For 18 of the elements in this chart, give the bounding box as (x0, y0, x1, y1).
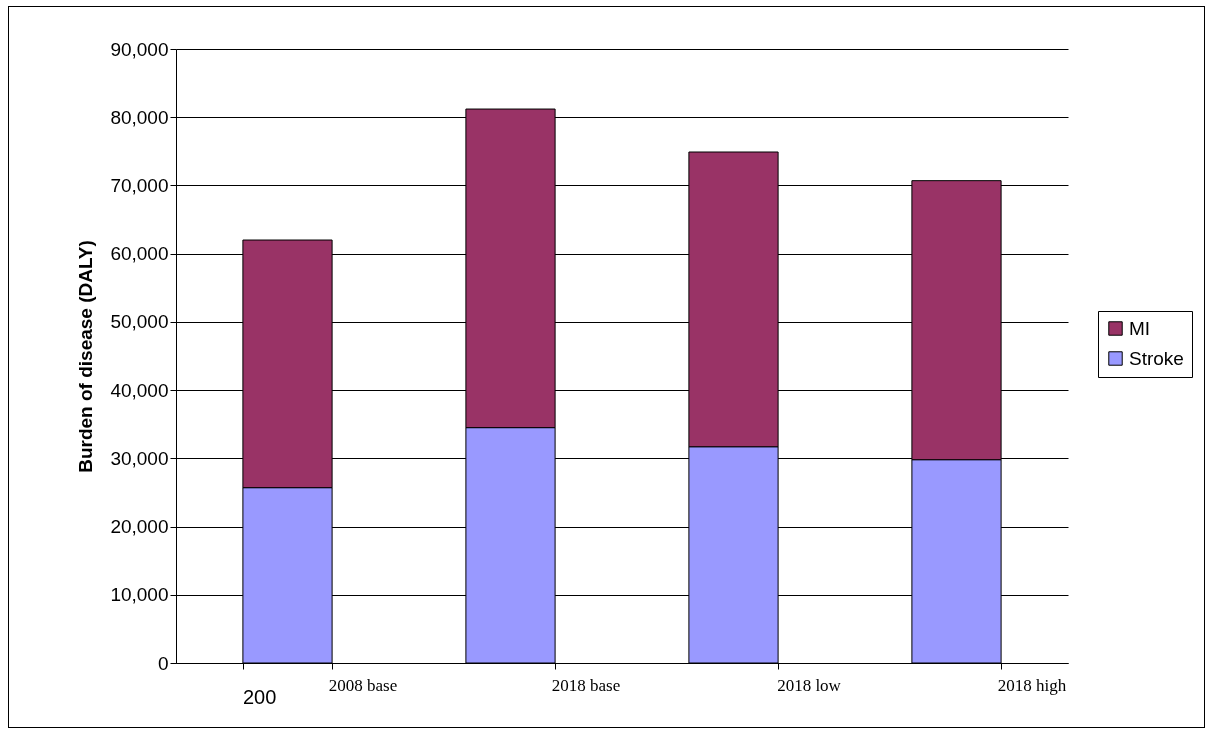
x-tick-label: 2018 base (551, 675, 621, 695)
y-tick-label: 30,000 (110, 447, 169, 469)
y-tick-label: 40,000 (110, 379, 169, 401)
y-tick-label: 70,000 (110, 174, 169, 196)
y-tick-label: 50,000 (110, 311, 169, 333)
x-tick-label: 2018 high (997, 675, 1067, 695)
y-tick-label: 10,000 (110, 584, 169, 606)
y-tick-label: 20,000 (110, 516, 169, 538)
y-tick-label: 0 (157, 652, 169, 674)
x-tick-label: 2008 base (328, 675, 398, 695)
y-axis-title: Burden of disease (DALY) (75, 240, 97, 473)
y-tick-label: 60,000 (110, 243, 169, 265)
x-tick-label: 2018 low (777, 675, 842, 695)
legend-label: Stroke (1129, 347, 1184, 369)
text: 200 (243, 686, 277, 709)
y-tick-label: 80,000 (110, 106, 169, 128)
y-tick-label: 90,000 (110, 38, 169, 60)
legend-label: MI (1129, 317, 1151, 339)
